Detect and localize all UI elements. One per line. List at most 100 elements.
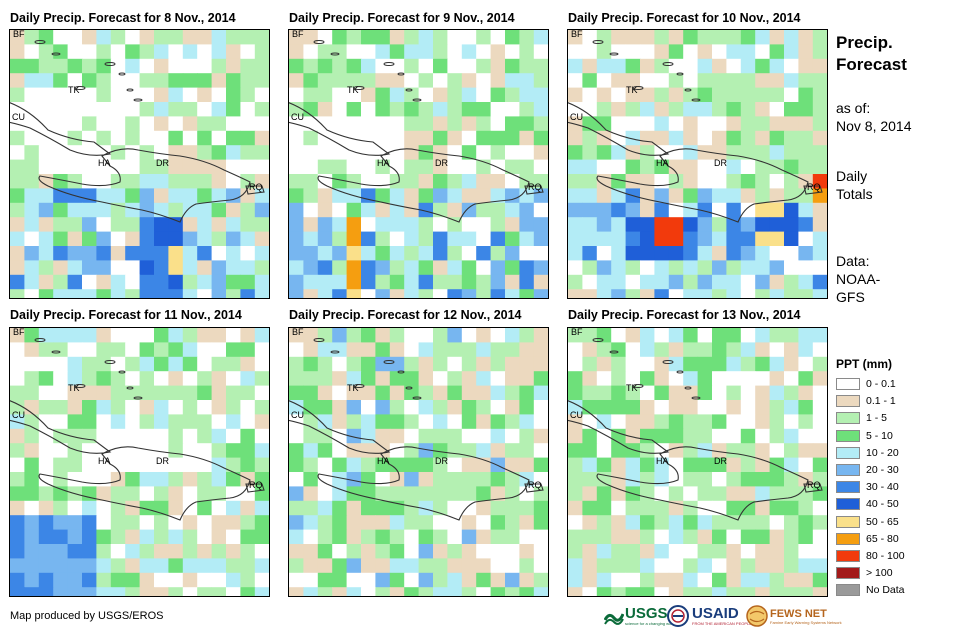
precip-cell <box>375 356 391 372</box>
precip-cell <box>303 174 319 189</box>
precip-cell <box>726 356 742 372</box>
precip-cell <box>240 587 256 596</box>
precip-cell <box>697 159 713 175</box>
precip-cell <box>519 400 535 415</box>
precip-cell <box>490 443 506 459</box>
precip-cell <box>139 202 155 218</box>
precip-cell <box>755 515 771 531</box>
precip-cell <box>726 500 742 516</box>
precip-cell <box>110 231 126 247</box>
precip-cell <box>375 572 391 588</box>
precip-cell <box>568 159 583 175</box>
precip-cell <box>697 472 713 487</box>
precip-cell <box>654 174 670 189</box>
precip-cell <box>361 558 376 574</box>
precip-cell <box>740 515 756 531</box>
precip-cell <box>240 385 256 401</box>
precip-cell <box>182 116 198 132</box>
precip-cell <box>697 116 713 132</box>
islet-outline <box>118 72 126 76</box>
precip-cell <box>447 188 463 204</box>
islet-outline <box>34 40 46 44</box>
precip-cell <box>568 457 583 473</box>
precip-cell <box>389 342 405 358</box>
precip-cell <box>533 428 548 444</box>
precip-cell <box>154 443 169 459</box>
precip-cell <box>38 246 54 261</box>
precip-cell <box>197 529 213 545</box>
precip-cell <box>303 159 319 175</box>
precip-cell <box>755 558 771 574</box>
precip-cell <box>38 486 54 502</box>
precip-cell <box>611 87 627 103</box>
precip-cell <box>389 58 405 74</box>
cuba-outline <box>568 102 670 156</box>
precip-cell <box>625 102 641 117</box>
precip-cell <box>798 289 814 298</box>
precip-cell <box>654 188 670 204</box>
precip-cell <box>303 202 319 218</box>
legend-swatch <box>836 515 860 528</box>
precip-cell <box>211 443 227 459</box>
precip-cell <box>226 274 241 290</box>
precip-cell <box>668 472 684 487</box>
map-label-cu: CU <box>12 112 25 122</box>
precip-cell <box>317 529 333 545</box>
precip-cell <box>38 44 54 60</box>
precip-cell <box>110 457 126 473</box>
islet-outline <box>412 396 422 400</box>
precip-cell <box>740 356 756 372</box>
precip-cell <box>125 414 141 430</box>
precip-cell <box>568 217 583 233</box>
precip-cell <box>640 145 655 161</box>
precip-cell <box>139 30 155 45</box>
precip-cell <box>211 231 227 247</box>
precip-cell <box>404 44 420 60</box>
precip-cell <box>461 529 477 545</box>
precip-cell <box>389 385 405 401</box>
precip-cell <box>490 116 506 132</box>
precip-cell <box>125 572 141 588</box>
precip-cell <box>110 188 126 204</box>
precip-cell <box>654 400 670 415</box>
panel-title-nov9: Daily Precip. Forecast for 9 Nov., 2014 <box>289 11 515 25</box>
precip-cell <box>683 328 699 343</box>
precip-cell <box>596 500 612 516</box>
precip-cell <box>755 443 771 459</box>
map-label-tk: TK <box>626 383 638 393</box>
precip-cell <box>211 30 227 45</box>
precip-cell <box>683 260 699 276</box>
precip-cell <box>125 231 141 247</box>
precip-cell <box>289 87 304 103</box>
precip-cell <box>683 44 699 60</box>
precip-cell <box>611 342 627 358</box>
precip-cell <box>726 87 742 103</box>
precip-cell <box>404 30 420 45</box>
precip-cell <box>640 174 655 189</box>
precip-cell <box>317 515 333 531</box>
precip-cell <box>490 44 506 60</box>
precip-cell <box>375 188 391 204</box>
precip-cell <box>582 30 598 45</box>
precip-cell <box>668 428 684 444</box>
precip-cell <box>505 500 520 516</box>
precip-cell <box>683 414 699 430</box>
precip-cell <box>139 558 155 574</box>
precip-cell <box>769 400 785 415</box>
precip-cell <box>447 174 463 189</box>
precip-cell <box>110 400 126 415</box>
precip-cell <box>697 515 713 531</box>
precip-cell <box>611 274 627 290</box>
precip-cell <box>82 274 97 290</box>
map-label-bf: BF <box>571 30 583 39</box>
precip-cell <box>433 428 448 444</box>
precip-cell <box>38 289 54 298</box>
precip-cell <box>240 371 256 387</box>
precip-cell <box>226 342 241 358</box>
precip-cell <box>683 500 699 516</box>
precip-cell <box>505 102 520 117</box>
precip-cell <box>96 385 112 401</box>
precip-cell <box>361 73 376 89</box>
